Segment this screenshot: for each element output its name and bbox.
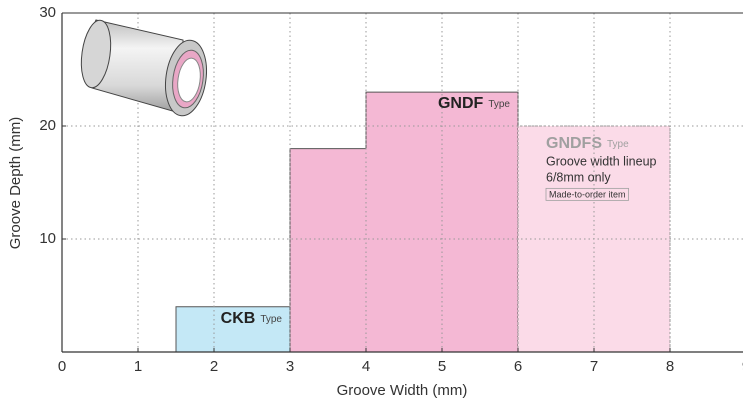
x-tick-label: 3 [286,358,294,375]
x-tick-label: 4 [362,358,370,375]
x-tick-label: 1 [134,358,142,375]
x-tick-label: 0 [58,358,66,375]
x-tick-label: 8 [666,358,674,375]
region-suffix: Type [607,139,629,150]
x-tick-label: 5 [438,358,446,375]
chart: CKB Type GNDF Type GNDFS Type Groove width lin… [0,0,743,405]
y-axis-label: Groove Depth (mm) [7,117,24,250]
page: {"chart_data": { "type": "region", "x_la… [0,0,743,405]
y-tick-label: 20 [39,117,56,134]
region-name: CKB [221,310,256,327]
x-tick-label: 2 [210,358,218,375]
x-tick-label: 6 [514,358,522,375]
region-name: GNDF [438,95,484,112]
region-name: GNDFS [546,135,602,152]
y-tick-label: 30 [39,4,56,21]
x-tick-label: 7 [590,358,598,375]
region-suffix: Type [260,313,282,324]
x-axis-label: Groove Width (mm) [337,382,468,399]
region-suffix: Type [488,99,510,110]
region-note: 6/8mm only [546,170,611,184]
product-illustration [77,18,211,118]
region-bar [290,149,366,352]
region-badge: Made-to-order item [549,189,626,199]
y-tick-label: 10 [39,230,56,247]
region-note: Groove width lineup [546,154,657,168]
